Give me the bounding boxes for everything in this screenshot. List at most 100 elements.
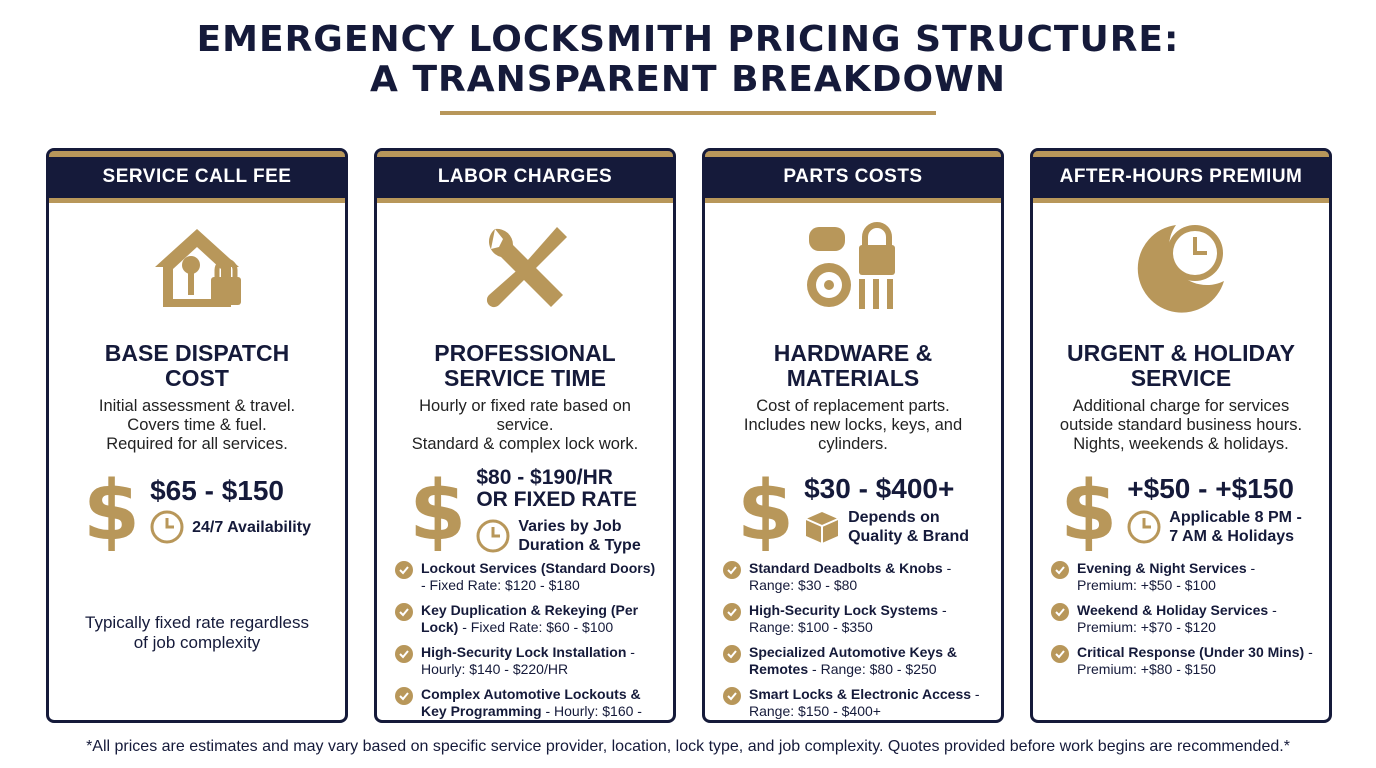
item-detail: - Fixed Rate: $120 - $180: [421, 577, 580, 593]
line: OR FIXED RATE: [476, 488, 637, 511]
item: Lockout Services (Standard Doors) - Fixe…: [395, 560, 659, 594]
line: Quality & Brand: [848, 528, 969, 545]
icon: [705, 217, 1001, 325]
items: Lockout Services (Standard Doors) - Fixe…: [395, 560, 659, 720]
heading: URGENT & HOLIDAY SERVICE: [1033, 341, 1329, 391]
dollar-icon: $: [737, 463, 795, 559]
price-row: $ $65 - $150 24/7 Availability: [49, 464, 345, 559]
item: Key Duplication & Rekeying (Per Lock) - …: [395, 602, 659, 636]
price-note: Varies by Job Duration & Type: [476, 517, 641, 555]
card-header: LABOR CHARGES: [377, 151, 673, 203]
line: $30 - $400+: [804, 473, 955, 504]
item-text: High-Security Lock Installation - Hourly…: [421, 644, 659, 678]
line: Duration & Type: [518, 537, 641, 554]
line: service.: [496, 416, 554, 434]
item-text: Lockout Services (Standard Doors) - Fixe…: [421, 560, 659, 594]
line: Includes new locks, keys, and: [743, 416, 963, 434]
card: LABOR CHARGES PROFESSIONAL SERVICE TIME Hou…: [374, 148, 676, 723]
heading: HARDWARE & MATERIALS: [705, 341, 1001, 391]
line: 7 AM & Holidays: [1169, 528, 1295, 545]
line: COST: [165, 365, 229, 391]
item-detail: - Range: $100 - $350: [749, 602, 947, 635]
items: Evening & Night Services - Premium: +$50…: [1051, 560, 1315, 678]
item-detail: - Range: $80 - $250: [812, 661, 937, 677]
line: Covers time & fuel.: [127, 416, 267, 434]
price-block: $65 - $150 24/7 Availability: [150, 475, 311, 544]
item-text: Smart Locks & Electronic Access - Range:…: [749, 686, 987, 720]
price-block: +$50 - +$150 Applicable 8 PM - 7 AM & Holi…: [1127, 473, 1302, 546]
line: Required for all services.: [106, 435, 288, 453]
item-detail: - Fixed Rate: $60 - $100: [462, 619, 614, 635]
item: High-Security Lock Systems - Range: $100…: [723, 602, 987, 636]
price-block: $30 - $400+ Depends on Quality & Brand: [804, 473, 969, 546]
line: Depends on: [848, 509, 940, 526]
title-rule: [440, 111, 936, 115]
item-detail: - Range: $150 - $400+: [749, 686, 980, 719]
item: Evening & Night Services - Premium: +$50…: [1051, 560, 1315, 594]
price-note-text: Applicable 8 PM - 7 AM & Holidays: [1169, 508, 1301, 546]
card-header: SERVICE CALL FEE: [49, 151, 345, 203]
description: Hourly or fixed rate based on service. Sta…: [377, 397, 673, 454]
item-name: Smart Locks & Electronic Access: [749, 686, 972, 702]
line: of job complexity: [133, 633, 261, 652]
card-note: Typically fixed rate regardless of job co…: [49, 613, 345, 653]
item: Weekend & Holiday Services - Premium: +$…: [1051, 602, 1315, 636]
price-note-text: 24/7 Availability: [192, 518, 311, 537]
line: Initial assessment & travel.: [98, 397, 296, 415]
item: Specialized Automotive Keys & Remotes - …: [723, 644, 987, 678]
price-note-text: Depends on Quality & Brand: [848, 508, 969, 546]
card: SERVICE CALL FEE BASE DISPATCH COST Initial…: [46, 148, 348, 723]
item-text: Weekend & Holiday Services - Premium: +$…: [1077, 602, 1315, 636]
dollar-icon: $: [1060, 463, 1118, 559]
line: Varies by Job: [518, 518, 622, 535]
line: cylinders.: [818, 435, 888, 453]
item-text: Evening & Night Services - Premium: +$50…: [1077, 560, 1315, 594]
price-note: 24/7 Availability: [150, 510, 311, 544]
items: Standard Deadbolts & Knobs - Range: $30 …: [723, 560, 987, 720]
item-name: Evening & Night Services: [1077, 560, 1247, 576]
item: High-Security Lock Installation - Hourly…: [395, 644, 659, 678]
card-header: AFTER-HOURS PREMIUM: [1033, 151, 1329, 203]
item: Standard Deadbolts & Knobs - Range: $30 …: [723, 560, 987, 594]
item-name: Complex Automotive Lockouts & Key Progra…: [421, 686, 641, 719]
item: Smart Locks & Electronic Access - Range:…: [723, 686, 987, 720]
item-detail: - Range: $30 - $80: [749, 560, 952, 593]
heading: PROFESSIONAL SERVICE TIME: [377, 341, 673, 391]
line: Standard & complex lock work.: [411, 435, 639, 453]
line: EMERGENCY LOCKSMITH PRICING STRUCTURE:: [196, 19, 1180, 60]
card-header: PARTS COSTS: [705, 151, 1001, 203]
item-name: Weekend & Holiday Services: [1077, 602, 1269, 618]
icon: [49, 217, 345, 325]
line: SERVICE: [1130, 365, 1232, 391]
line: Applicable 8 PM -: [1169, 509, 1302, 526]
item: Complex Automotive Lockouts & Key Progra…: [395, 686, 659, 720]
card: PARTS COSTS HARDWARE & MATERIALS Cost of re…: [702, 148, 1004, 723]
line: HARDWARE &: [773, 340, 933, 366]
line: Hourly or fixed rate based on: [419, 397, 631, 415]
line: SERVICE TIME: [444, 365, 606, 391]
price-row: $ $80 - $190/HR OR FIXED RATE Varies by Job…: [377, 464, 673, 559]
price: $30 - $400+: [804, 473, 969, 504]
line: $65 - $150: [150, 475, 284, 506]
item-name: High-Security Lock Installation: [421, 644, 627, 660]
item-text: Standard Deadbolts & Knobs - Range: $30 …: [749, 560, 987, 594]
item-name: Critical Response (Under 30 Mins): [1077, 644, 1305, 660]
item-text: Key Duplication & Rekeying (Per Lock) - …: [421, 602, 659, 636]
item: Critical Response (Under 30 Mins) - Prem…: [1051, 644, 1315, 678]
price-row: $ +$50 - +$150 Applicable 8 PM - 7 AM & Hol…: [1033, 463, 1329, 559]
item-text: Critical Response (Under 30 Mins) - Prem…: [1077, 644, 1315, 678]
price: +$50 - +$150: [1127, 473, 1301, 504]
line: +$50 - +$150: [1127, 473, 1294, 504]
line: PROFESSIONAL: [434, 340, 616, 366]
line: Nights, weekends & holidays.: [1073, 435, 1289, 453]
price-block: $80 - $190/HR OR FIXED RATE Varies by Job D…: [476, 467, 640, 555]
line: URGENT & HOLIDAY: [1067, 340, 1295, 366]
line: Additional charge for services: [1072, 397, 1290, 415]
item-name: Lockout Services (Standard Doors): [421, 560, 656, 576]
item-detail: - Hourly: $160 - $250/HR: [545, 703, 642, 719]
price-note: Applicable 8 PM - 7 AM & Holidays: [1127, 508, 1302, 546]
item-text: Specialized Automotive Keys & Remotes - …: [749, 644, 987, 678]
item-detail: - Premium: +$80 - $150: [1077, 644, 1313, 677]
line: A TRANSPARENT BREAKDOWN: [370, 59, 1006, 100]
